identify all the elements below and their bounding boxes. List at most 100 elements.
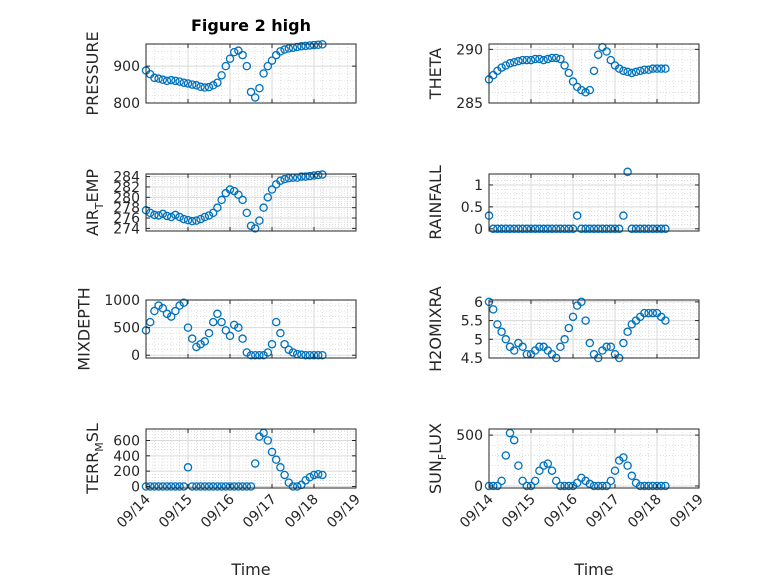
- data-point: [213, 482, 222, 491]
- data-point: [501, 335, 511, 344]
- y-tick-label: 285: [456, 96, 483, 112]
- data-point: [284, 173, 294, 183]
- data-point: [551, 53, 561, 63]
- y-tick-label: 0.5: [461, 200, 483, 216]
- data-point: [259, 69, 268, 78]
- data-point: [187, 482, 197, 491]
- data-point: [556, 481, 565, 491]
- data-point: [309, 470, 319, 480]
- data-point: [246, 482, 256, 491]
- data-point: [593, 224, 603, 234]
- y-tick-label: 5: [474, 332, 483, 348]
- data-point: [158, 75, 168, 85]
- data-point: [644, 224, 653, 234]
- data-point: [221, 482, 231, 491]
- data-point: [204, 211, 214, 220]
- data-point: [171, 306, 180, 316]
- data-point: [217, 71, 226, 80]
- data-point: [179, 298, 189, 308]
- y-tick-label: 1: [474, 178, 483, 194]
- data-point: [619, 453, 628, 462]
- data-point: [661, 224, 670, 234]
- data-point: [572, 478, 582, 488]
- data-point: [183, 323, 193, 332]
- data-point: [488, 70, 498, 80]
- data-point: [276, 328, 285, 338]
- data-point: [250, 93, 260, 102]
- data-point: [255, 84, 264, 93]
- y-tick-label: 290: [456, 42, 483, 58]
- data-point: [267, 56, 277, 65]
- x-tick-label: 09/18: [282, 492, 322, 532]
- data-point: [238, 482, 247, 491]
- data-point: [535, 224, 544, 234]
- data-point: [644, 308, 653, 318]
- data-point: [497, 327, 506, 337]
- data-point: [606, 224, 616, 234]
- y-tick-label: 0: [474, 222, 483, 238]
- data-point: [623, 461, 632, 470]
- data-point: [619, 338, 628, 348]
- data-point: [196, 482, 205, 491]
- x-tick-label: 09/14: [114, 491, 154, 531]
- data-point: [175, 301, 184, 310]
- data-point: [229, 320, 239, 330]
- data-point: [263, 193, 273, 202]
- y-axis-label-2: AIRTEMP: [83, 169, 106, 236]
- data-point: [292, 482, 302, 491]
- data-point: [505, 224, 515, 234]
- data-point: [276, 176, 285, 185]
- data-point: [225, 185, 235, 194]
- data-point: [162, 482, 172, 491]
- data-point: [568, 224, 578, 234]
- data-point: [246, 87, 256, 97]
- figure-title: Figure 2 high: [191, 16, 311, 35]
- data-point: [497, 63, 506, 72]
- y-axis-label-0: PRESSURE: [83, 31, 102, 115]
- data-point: [568, 77, 578, 86]
- data-point: [318, 350, 327, 360]
- data-point: [656, 64, 666, 73]
- data-point: [572, 211, 582, 220]
- data-point: [305, 473, 315, 482]
- data-point: [166, 212, 176, 222]
- data-point: [560, 481, 569, 491]
- data-point: [614, 64, 624, 73]
- data-point: [192, 216, 201, 225]
- axes-box: [145, 299, 357, 359]
- data-point: [589, 66, 599, 76]
- data-point: [263, 61, 273, 71]
- data-point: [623, 67, 632, 77]
- data-point: [518, 342, 527, 352]
- data-point: [154, 301, 163, 310]
- data-point: [606, 476, 616, 486]
- y-axis-label-7: SUNFLUX: [426, 423, 449, 494]
- subplot-pressure: 800 900 PRESSURE: [83, 31, 357, 116]
- data-point: [284, 44, 294, 53]
- data-point: [301, 41, 310, 51]
- data-point: [280, 174, 289, 184]
- x-tick-label: 09/16: [541, 491, 581, 531]
- subplot-mixdepth: 0 500 1000 MIXDEPTH: [75, 287, 357, 371]
- subplot-h2omixra: 4.5 5 5.5 6 H2OMIXRA: [426, 286, 700, 372]
- data-point: [539, 461, 548, 470]
- data-point: [577, 224, 586, 234]
- data-point: [547, 53, 557, 63]
- data-point: [509, 435, 519, 445]
- data-point: [602, 481, 611, 491]
- data-point: [602, 342, 611, 352]
- data-point: [509, 346, 519, 355]
- data-point: [187, 216, 197, 226]
- data-point: [606, 342, 616, 352]
- data-point: [514, 56, 523, 66]
- data-point: [309, 350, 319, 360]
- data-point: [309, 171, 319, 180]
- data-point: [661, 481, 670, 491]
- data-point: [640, 308, 649, 318]
- x-tick-label: 09/14: [457, 491, 497, 531]
- data-point: [263, 436, 273, 445]
- data-point: [259, 203, 268, 212]
- y-tick-label: 1000: [104, 293, 140, 309]
- data-point: [280, 45, 289, 54]
